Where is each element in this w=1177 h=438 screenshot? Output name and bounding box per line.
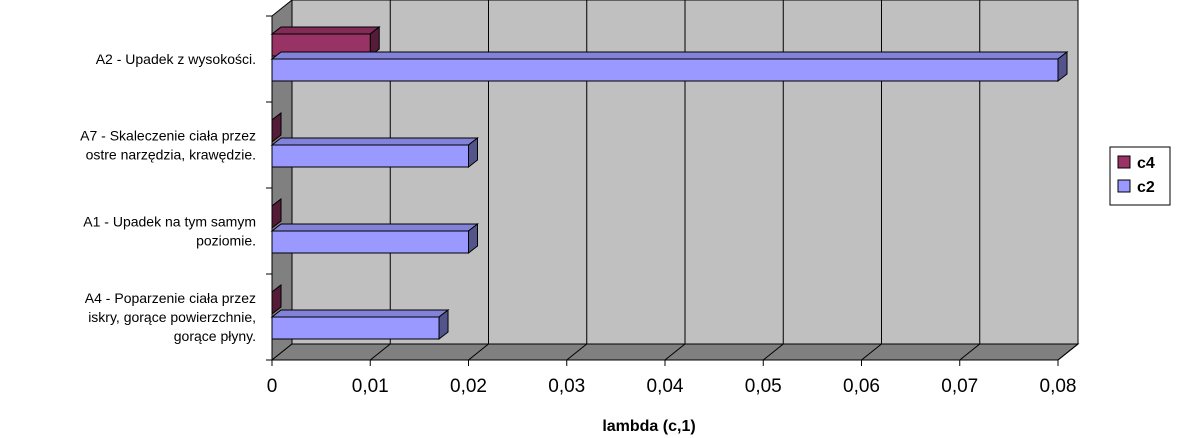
bar-top <box>270 137 479 146</box>
bar-top <box>270 26 381 35</box>
gridline-floor <box>369 343 391 361</box>
category-label: A7 - Skaleczenie ciała przez ostre narzęd… <box>80 128 256 163</box>
category-label: A4 - Poparzenie ciała przez iskry, gorące… <box>85 290 256 344</box>
category-label-line: A1 - Upadek na tym samym <box>83 214 256 230</box>
x-axis-title: lambda (c,1) <box>602 418 695 435</box>
bar-c4 <box>271 283 282 316</box>
x-tick-label: 0,03 <box>548 376 585 397</box>
category-label-line: poziomie. <box>196 233 256 249</box>
plot-area <box>270 0 1080 362</box>
gridline-floor <box>762 343 784 361</box>
bar-front <box>271 144 469 168</box>
legend-swatch-c4 <box>1117 155 1131 169</box>
legend-swatch-c2 <box>1117 179 1131 193</box>
bar-c2 <box>270 308 450 341</box>
bar-top <box>270 223 479 232</box>
x-tick-label: 0,04 <box>647 376 684 397</box>
x-tick-label: 0,07 <box>941 376 978 397</box>
bar-c2 <box>270 222 479 255</box>
legend-box <box>1109 146 1171 206</box>
x-tick-label: 0,02 <box>450 376 487 397</box>
category-label-line: gorące płyny. <box>174 328 256 344</box>
gridline-floor <box>1057 343 1079 361</box>
category-label: A2 - Upadek z wysokości. <box>96 51 256 67</box>
x-tick-label: 0,08 <box>1040 376 1077 397</box>
bar-front <box>271 316 440 340</box>
category-label-line: iskry, gorące powierzchnie, <box>88 309 256 325</box>
bar-top <box>270 51 1069 60</box>
x-axis: 0 0,01 0,02 0,03 0,04 0,05 0,06 0,07 0,08 <box>267 359 1077 397</box>
bar-front <box>271 58 1059 82</box>
bar-top <box>270 309 450 318</box>
bar-c4 <box>270 25 381 58</box>
legend-label-c2: c2 <box>1137 179 1155 196</box>
y-axis: A2 - Upadek z wysokości. A7 - Skaleczenie… <box>80 15 273 361</box>
category-label-line: A4 - Poparzenie ciała przez <box>85 290 256 306</box>
bar-c2 <box>270 136 479 169</box>
bar-c2 <box>270 50 1069 83</box>
bar-front <box>271 230 469 254</box>
gridline-floor <box>566 343 588 361</box>
category-label: A1 - Upadek na tym samym poziomie. <box>83 214 256 249</box>
gridline-floor <box>664 343 686 361</box>
x-tick-label: 0 <box>267 376 278 397</box>
x-tick-label: 0,06 <box>843 376 880 397</box>
category-label-line: ostre narzędzia, krawędzie. <box>86 147 256 163</box>
x-tick-label: 0,01 <box>352 376 389 397</box>
bars <box>270 25 1069 341</box>
gridline-floor <box>468 343 489 361</box>
category-label-line: A7 - Skaleczenie ciała przez <box>80 128 256 144</box>
legend-label-c4: c4 <box>1137 155 1155 172</box>
x-tick-label: 0,05 <box>745 376 782 397</box>
category-label-line: A2 - Upadek z wysokości. <box>96 51 256 67</box>
gridline-floor <box>959 343 981 361</box>
gridline-floor <box>861 343 882 361</box>
